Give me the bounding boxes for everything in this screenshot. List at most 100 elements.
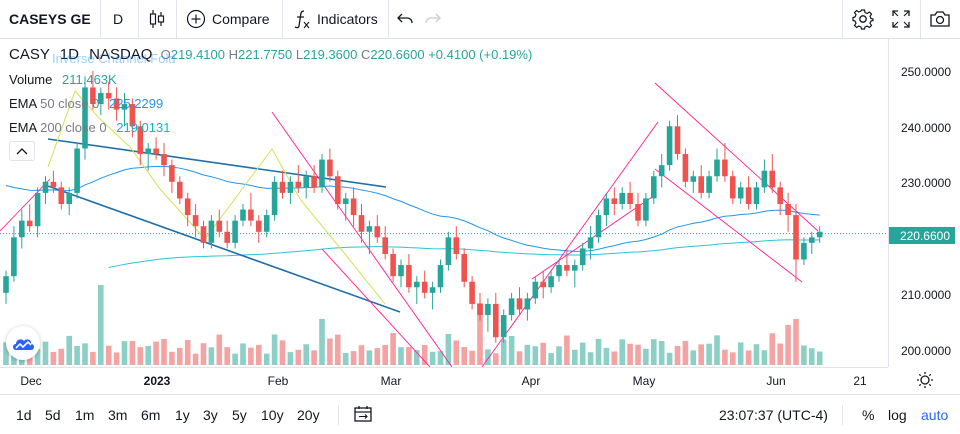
candle-body — [453, 237, 460, 254]
legend-exchange: NASDAQ — [89, 46, 153, 63]
axis-settings-button[interactable] — [916, 371, 934, 394]
candle-body — [619, 192, 625, 204]
chart-pane[interactable]: CASY 1D NASDAQ O219.4100 H221.7750 L219.… — [0, 39, 888, 367]
range-1y-button[interactable]: 1y — [175, 407, 190, 423]
candle-body — [66, 192, 72, 204]
volume-bar — [801, 345, 807, 365]
chart-style-button[interactable] — [148, 0, 166, 38]
volume-bar — [619, 339, 625, 365]
time-label: May — [632, 374, 656, 388]
volume-bar — [611, 351, 618, 365]
range-5y-button[interactable]: 5y — [232, 407, 247, 423]
toolbar-divider — [842, 0, 843, 38]
legend-main: CASY 1D NASDAQ O219.4100 H221.7750 L219.… — [9, 46, 532, 63]
volume-bar — [690, 350, 697, 365]
range-6m-button[interactable]: 6m — [141, 407, 161, 423]
log-scale-button[interactable]: log — [888, 407, 907, 423]
range-5d-button[interactable]: 5d — [45, 407, 61, 423]
indicators-button[interactable]: Indicators — [293, 0, 378, 38]
volume-bar — [98, 285, 104, 365]
time-scale[interactable]: Dec 2023 Feb Mar Apr May Jun 21 — [0, 367, 888, 394]
range-3m-button[interactable]: 3m — [108, 407, 128, 423]
volume-bar — [414, 350, 420, 365]
volume-bar — [485, 349, 491, 365]
range-3y-button[interactable]: 3y — [203, 407, 218, 423]
candle-body — [287, 181, 294, 193]
candle-body — [374, 226, 381, 238]
candle-body — [627, 192, 633, 204]
legend-volume: Volume 211.463K — [9, 72, 117, 87]
candle-body — [42, 181, 49, 193]
snapshot-button[interactable] — [929, 0, 951, 38]
redo-button[interactable] — [424, 0, 442, 38]
volume-bar — [674, 345, 681, 365]
collapse-legend-button[interactable] — [9, 141, 35, 161]
candle-body — [421, 281, 428, 293]
price-scale[interactable]: 250.0000 240.0000 230.0000 210.0000 200.… — [888, 39, 960, 367]
volume-bar — [287, 352, 294, 365]
volume-bar — [382, 345, 388, 365]
time-label: Feb — [267, 374, 289, 388]
volume-bar — [816, 351, 823, 365]
range-1m-button[interactable]: 1m — [75, 407, 95, 423]
volume-bar — [105, 345, 112, 365]
gear-icon — [852, 8, 874, 30]
candle-body — [737, 187, 744, 199]
interval-button[interactable]: D — [113, 0, 123, 38]
volume-bar — [200, 343, 207, 365]
volume-bar — [192, 353, 199, 365]
clock-time[interactable]: 23:07:37 (UTC-4) — [719, 407, 828, 423]
candle-body — [335, 176, 341, 204]
candle-body — [674, 126, 681, 155]
channel-line — [531, 194, 656, 280]
legend-ema50: EMA 50 close 0 225.2299 — [9, 96, 163, 111]
percent-scale-button[interactable]: % — [862, 407, 875, 423]
volume-bar — [603, 347, 610, 365]
price-chart[interactable] — [0, 39, 888, 367]
settings-button[interactable] — [852, 0, 874, 38]
volume-bar — [58, 348, 65, 365]
volume-bar — [524, 344, 531, 365]
candle-body — [485, 303, 491, 316]
volume-bar — [390, 333, 396, 365]
volume-bar — [737, 342, 744, 365]
candle-body — [769, 170, 776, 188]
time-label: Jun — [766, 374, 786, 388]
compare-label: Compare — [212, 11, 270, 27]
candle-body — [113, 98, 120, 110]
toolbar-divider — [176, 0, 177, 38]
range-20y-button[interactable]: 20y — [297, 407, 320, 423]
candle-body — [579, 248, 586, 266]
volume-bar — [793, 319, 799, 365]
volume-bar — [263, 353, 270, 365]
candle-body — [342, 198, 349, 204]
bottom-divider — [842, 405, 843, 425]
volume-bar — [666, 352, 673, 365]
candle-body — [271, 181, 278, 216]
candle-body — [532, 281, 539, 299]
ema-50-line — [5, 165, 820, 252]
volume-bar — [137, 347, 144, 365]
candle-body — [240, 209, 246, 221]
candle-body — [524, 298, 531, 310]
price-tick: 210.0000 — [900, 288, 951, 302]
symbol-search-button[interactable]: CASEYS GE — [9, 0, 91, 38]
candle-body — [311, 176, 317, 188]
tradingview-logo[interactable] — [6, 326, 40, 360]
undo-button[interactable] — [396, 0, 414, 38]
range-10y-button[interactable]: 10y — [261, 407, 284, 423]
auto-scale-button[interactable]: auto — [921, 407, 949, 423]
last-price-label: 220.6600 — [889, 227, 955, 244]
range-1d-button[interactable]: 1d — [16, 407, 32, 423]
volume-bar — [658, 341, 665, 365]
volume-bar — [698, 344, 704, 365]
volume-bar — [469, 350, 475, 365]
candle-body — [232, 220, 238, 243]
compare-button[interactable]: Compare — [186, 0, 270, 38]
time-label: Apr — [521, 374, 541, 388]
toolbar-divider — [100, 0, 101, 38]
candle-body — [714, 159, 720, 177]
fullscreen-button[interactable] — [891, 0, 911, 38]
go-to-date-button[interactable] — [353, 405, 373, 428]
candle-body — [137, 126, 144, 155]
